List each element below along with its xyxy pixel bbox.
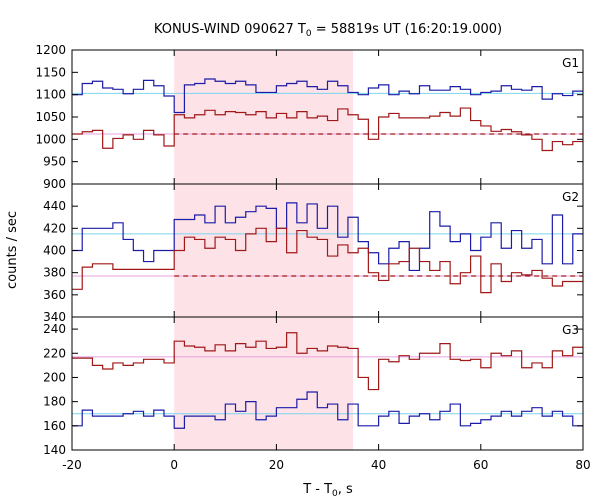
series-g1-blue	[72, 78, 583, 114]
chart-title-suffix: = 58819s UT (16:20:19.000)	[312, 22, 502, 37]
series-g3-red	[72, 332, 583, 391]
highlight-interval-band	[174, 50, 354, 450]
y-tick-label: 1000	[35, 132, 66, 146]
panel-label: G2	[562, 190, 579, 204]
y-tick-label: 1100	[35, 88, 66, 102]
y-tick-label: 1200	[35, 43, 66, 57]
y-tick-label: 240	[43, 322, 66, 336]
y-tick-label: 180	[43, 395, 66, 409]
y-tick-label: 1050	[35, 110, 66, 124]
y-tick-label: 950	[43, 155, 66, 169]
y-tick-label: 900	[43, 177, 66, 191]
x-tick-label: 20	[269, 458, 284, 472]
series-g2-red	[72, 227, 583, 294]
y-axis-label: counts / sec	[5, 211, 20, 289]
y-tick-label: 200	[43, 370, 66, 384]
y-tick-label: 340	[43, 310, 66, 324]
x-tick-label: 0	[170, 458, 178, 472]
x-axis-label-prefix: T - T	[302, 482, 332, 497]
y-tick-label: 440	[43, 199, 66, 213]
y-tick-label: 160	[43, 419, 66, 433]
panel-label: G1	[562, 56, 579, 70]
panel-label: G3	[562, 323, 579, 337]
chart-title: KONUS-WIND 090627 T0 = 58819s UT (16:20:…	[154, 22, 502, 39]
x-tick-label: 40	[371, 458, 386, 472]
x-axis-label-suffix: , s	[338, 482, 353, 497]
panel-frame	[71, 316, 584, 451]
y-tick-label: 220	[43, 346, 66, 360]
x-tick-label: 60	[473, 458, 488, 472]
series-g3-blue	[72, 391, 583, 429]
series-g2-blue	[72, 202, 583, 272]
y-tick-label: 420	[43, 221, 66, 235]
panel-g1: 900 950 1000 1050 1100 1150 1200 G1	[35, 43, 584, 191]
chart-title-prefix: KONUS-WIND 090627 T	[154, 22, 306, 37]
y-tick-label: 360	[43, 288, 66, 302]
x-tick-label: -20	[62, 458, 82, 472]
y-tick-label: 140	[43, 443, 66, 457]
chart-title-subscript: 0	[306, 29, 312, 39]
x-axis-label-subscript: 0	[332, 489, 338, 499]
x-tick-label: 80	[575, 458, 590, 472]
panel-g3: 140 160 180 200 220 240 G3	[43, 316, 584, 457]
x-axis-label: T - T0, s	[302, 482, 353, 499]
y-tick-label: 1150	[35, 65, 66, 79]
y-tick-label: 380	[43, 266, 66, 280]
y-tick-label: 400	[43, 244, 66, 258]
series-g1-red	[72, 107, 583, 152]
plot-area: 90095010001050110011501200G1340360380400…	[35, 43, 590, 472]
